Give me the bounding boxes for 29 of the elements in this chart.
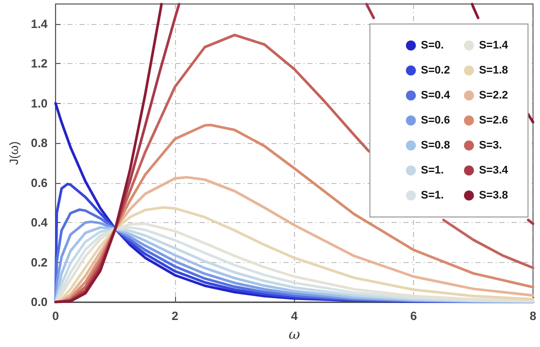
legend-label: S=1. xyxy=(420,190,444,202)
legend-label: S=0.4 xyxy=(420,90,451,102)
legend-label: S=2.6 xyxy=(478,114,508,126)
legend-label: S=2.2 xyxy=(478,90,508,102)
legend-label: S=0.2 xyxy=(420,64,450,76)
legend-label: S=3. xyxy=(478,140,502,152)
x-tick-label: 4 xyxy=(290,309,298,323)
y-tick-label: 1.4 xyxy=(30,16,48,31)
x-tick-label: 6 xyxy=(410,309,418,323)
legend-label: S=1.8 xyxy=(478,64,508,76)
x-tick-label: 0 xyxy=(52,309,60,323)
y-tick-label: 0.2 xyxy=(30,255,48,270)
legend-label: S=0.8 xyxy=(420,140,450,152)
legend-label: S=0.6 xyxy=(420,114,450,126)
y-tick-label: 1.0 xyxy=(30,96,48,110)
x-tick-label: 2 xyxy=(172,309,179,323)
legend-label: S=3.8 xyxy=(478,190,508,202)
y-tick-label: 1.2 xyxy=(30,56,48,71)
x-tick-label: 8 xyxy=(530,309,537,323)
legend-label: S=1.4 xyxy=(478,40,509,52)
y-tick-label: 0.8 xyxy=(30,136,48,150)
y-tick-label: 0.0 xyxy=(30,295,48,309)
legend-label: S=1. xyxy=(420,164,444,176)
y-axis-title: J(ω) xyxy=(7,141,21,165)
x-axis-title: ω xyxy=(288,327,301,343)
y-tick-label: 0.4 xyxy=(30,216,48,230)
legend-label: S=3.4 xyxy=(478,164,509,176)
y-tick-label: 0.6 xyxy=(30,176,48,190)
legend-label: S=0. xyxy=(420,40,444,52)
